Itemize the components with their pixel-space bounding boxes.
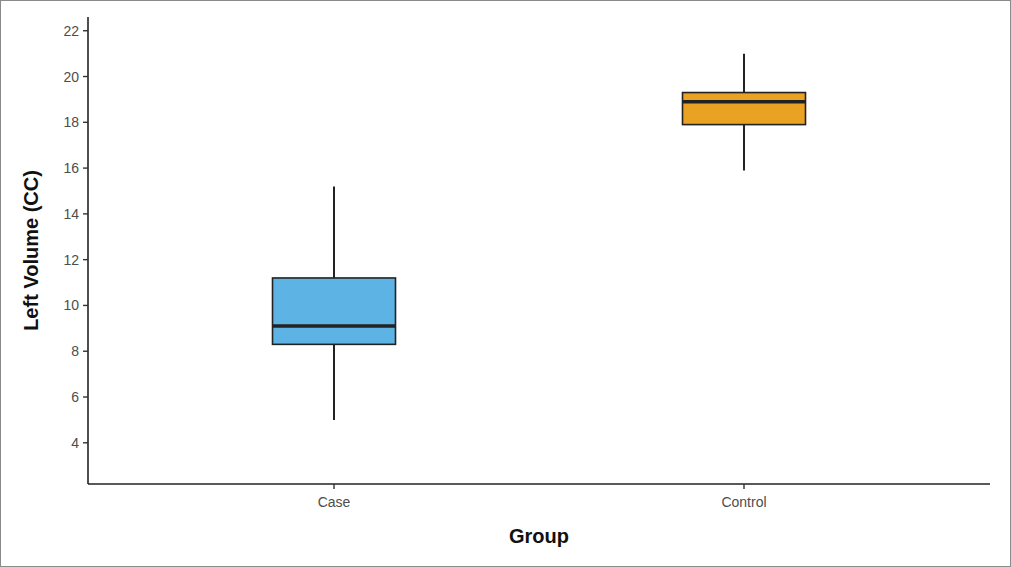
x-tick: [333, 484, 334, 489]
y-tick-label: 8: [71, 343, 79, 359]
y-tick: [83, 122, 88, 123]
y-tick-label: 14: [63, 206, 79, 222]
y-tick-label: 18: [63, 114, 79, 130]
y-tick-label: 6: [71, 389, 79, 405]
box: [683, 93, 806, 125]
y-axis-title: Left Volume (CC): [20, 170, 42, 331]
x-tick: [743, 484, 744, 489]
x-axis: [88, 483, 990, 485]
y-tick: [83, 213, 88, 214]
y-tick-label: 20: [63, 69, 79, 85]
y-tick: [83, 305, 88, 306]
whisker-lower: [743, 125, 745, 171]
x-tick-label: Case: [318, 494, 351, 510]
chart: 4 6 8 10 12 14 16 18 20 22 Case Control Group Left Vo…: [0, 0, 1011, 567]
y-tick: [83, 167, 88, 168]
median: [273, 324, 396, 328]
chart-wrap: 4 6 8 10 12 14 16 18 20 22 Case Control Group Left Vo…: [0, 0, 1011, 567]
y-tick-label: 22: [63, 23, 79, 39]
y-tick-label: 16: [63, 160, 79, 176]
median: [683, 100, 806, 104]
y-tick: [83, 396, 88, 397]
y-tick-label: 4: [71, 435, 79, 451]
whisker-upper: [743, 54, 745, 93]
y-axis: [87, 17, 89, 484]
x-axis-title: Group: [509, 525, 569, 547]
y-tick: [83, 259, 88, 260]
box: [273, 278, 396, 344]
y-tick: [83, 76, 88, 77]
y-tick-label: 12: [63, 252, 79, 268]
y-tick: [83, 351, 88, 352]
whisker-upper: [333, 186, 335, 278]
y-tick: [83, 442, 88, 443]
y-tick: [83, 30, 88, 31]
frame: [1, 1, 1011, 567]
y-tick-label: 10: [63, 297, 79, 313]
x-tick-label: Control: [721, 494, 766, 510]
whisker-lower: [333, 344, 335, 420]
boxes: [273, 54, 806, 420]
